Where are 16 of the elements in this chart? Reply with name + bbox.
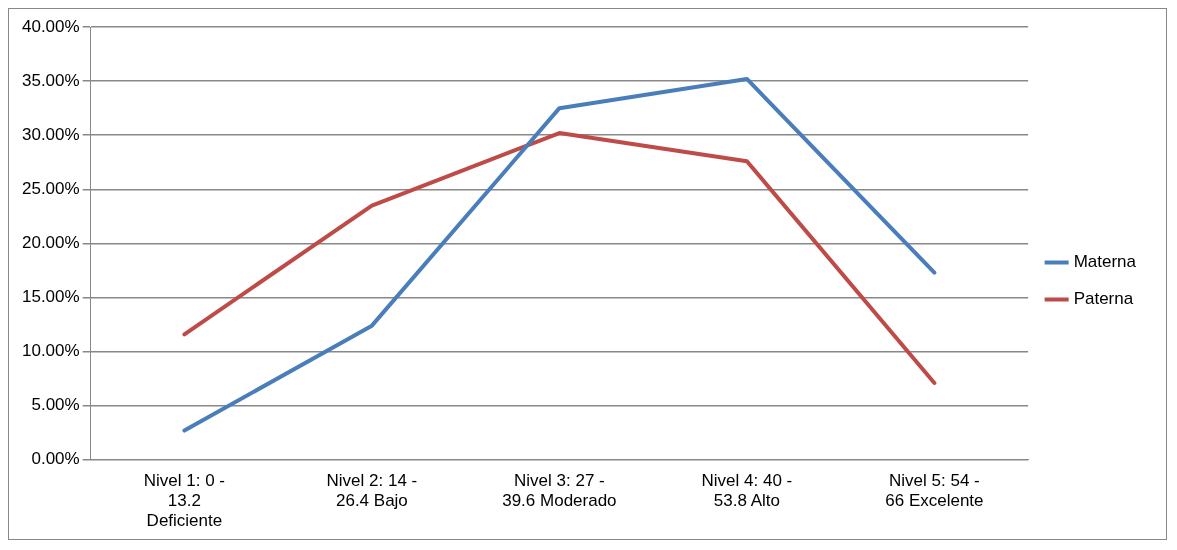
y-tick-label: 25.00% — [21, 178, 80, 198]
x-tick-label: Nivel 3: 27 - 39.6 Moderado — [502, 470, 617, 511]
y-tick-label: 30.00% — [21, 124, 80, 144]
y-tick-label: 40.00% — [21, 16, 80, 36]
x-tick-label: Nivel 5: 54 - 66 Excelente — [885, 470, 984, 511]
x-tick-label: Nivel 2: 14 - 26.4 Bajo — [326, 470, 418, 511]
x-tick-label: Nivel 1: 0 - 13.2 Deficiente — [143, 470, 226, 531]
y-tick-label: 20.00% — [21, 233, 80, 253]
legend-label: Paterna — [1073, 289, 1134, 309]
y-tick-label: 10.00% — [21, 341, 80, 361]
y-tick-label: 35.00% — [21, 70, 80, 90]
legend-label: Materna — [1073, 252, 1137, 272]
y-tick-label: 5.00% — [31, 395, 80, 415]
x-tick-label: Nivel 4: 40 - 53.8 Alto — [701, 470, 793, 511]
y-tick-label: 0.00% — [31, 449, 80, 469]
y-tick-label: 15.00% — [21, 287, 80, 307]
